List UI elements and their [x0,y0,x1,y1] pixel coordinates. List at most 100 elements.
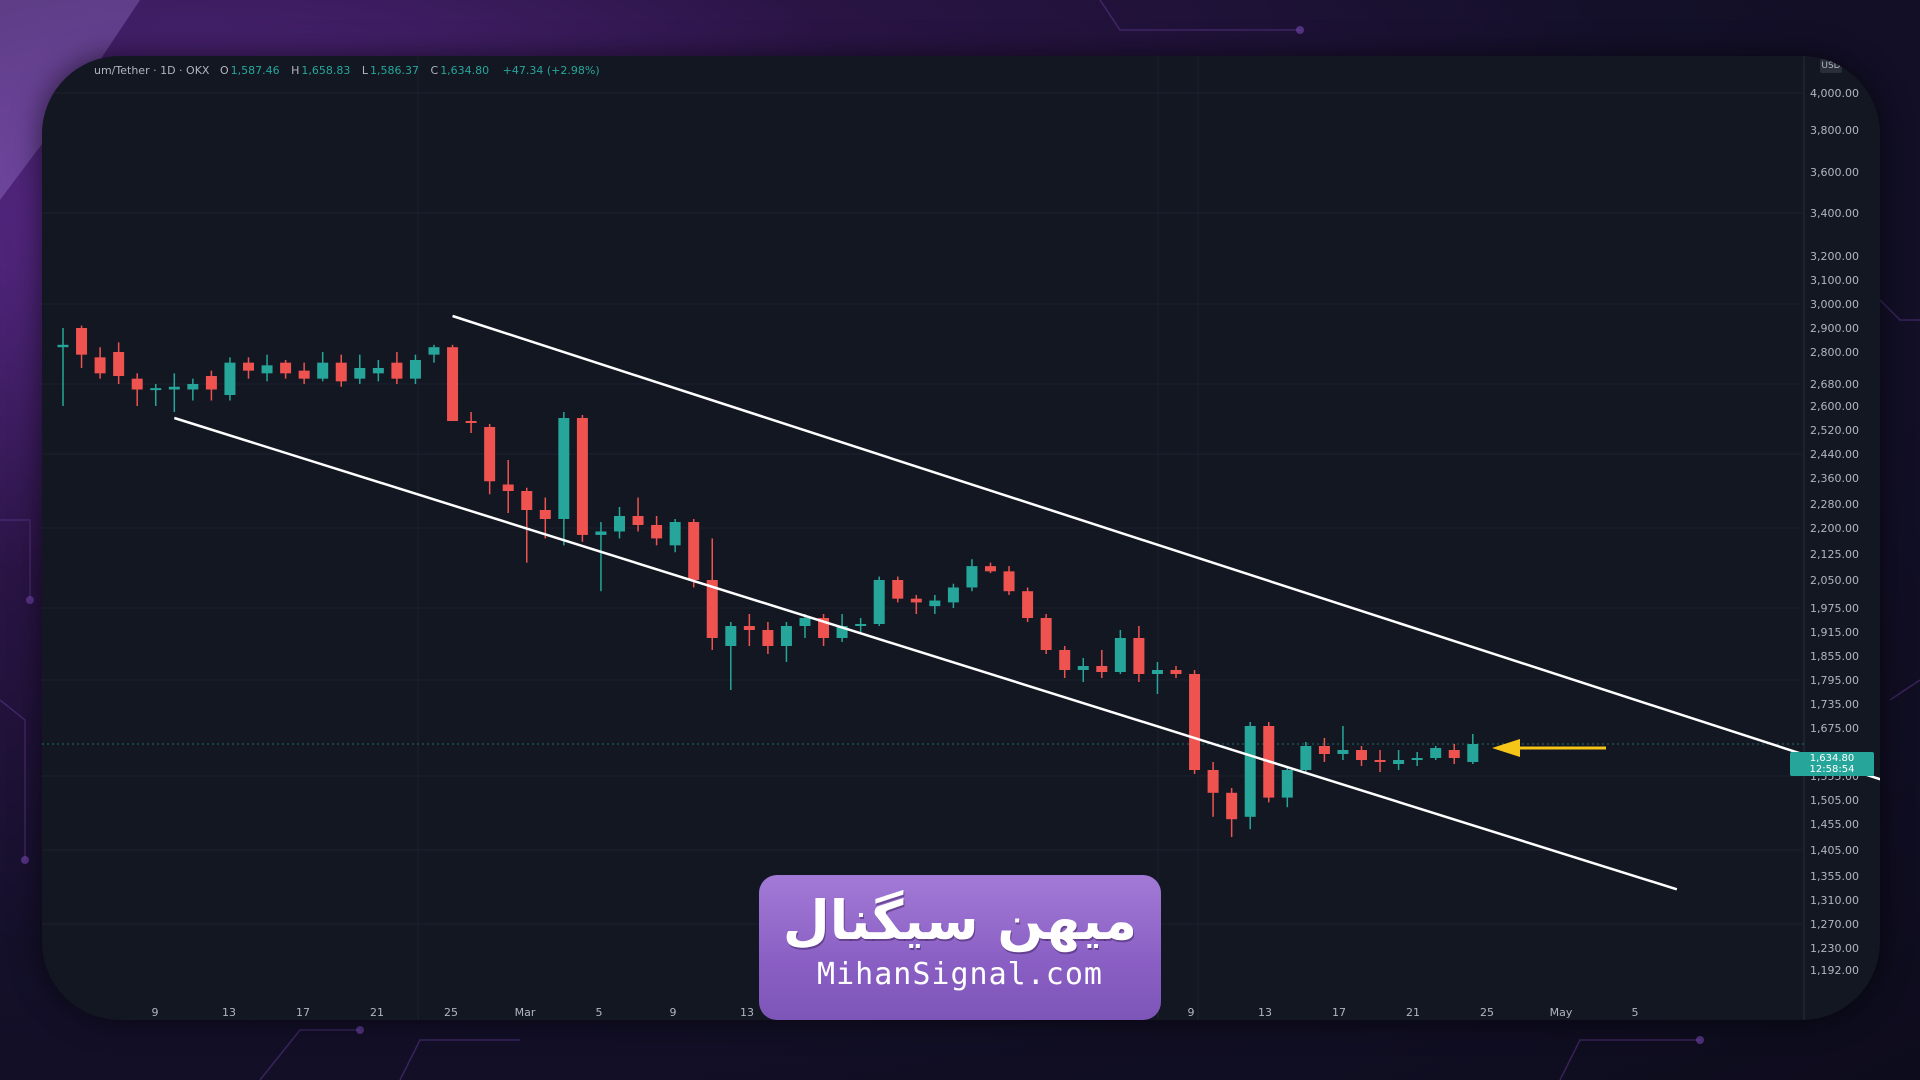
y-tick-label: 2,125.00 [1810,548,1859,561]
candle-up [947,587,959,603]
candle-down [1003,571,1015,592]
x-tick-label: 25 [1480,1006,1494,1019]
candle-down [391,362,403,379]
candle-up [929,600,941,607]
y-tick-label: 2,680.00 [1810,378,1859,391]
candle-down [113,352,125,376]
y-tick-label: 1,795.00 [1810,674,1859,687]
bar-countdown: 12:58:54 [1809,764,1855,775]
x-tick-label: 21 [370,1006,384,1019]
y-tick-label: 2,900.00 [1810,322,1859,335]
candle-up [187,384,199,390]
y-tick-label: 2,280.00 [1810,498,1859,511]
candle-down [743,626,755,630]
candle-up [799,618,811,626]
candle-down [1374,760,1386,762]
logo-latin-text: MihanSignal.com [817,957,1103,992]
y-tick-label: 1,675.00 [1810,722,1859,735]
last-price-tag: 1,634.80 12:58:54 [1790,752,1874,776]
candle-up [1430,748,1442,758]
candle-up [317,362,329,379]
y-tick-label: 3,600.00 [1810,166,1859,179]
y-tick-label: 1,270.00 [1810,918,1859,931]
candle-up [372,368,384,374]
y-tick-label: 3,000.00 [1810,298,1859,311]
change-value: +47.34 (+2.98%) [502,64,600,77]
currency-button[interactable]: USD [1820,59,1842,73]
y-tick-label: 2,800.00 [1810,346,1859,359]
candle-down [706,580,718,638]
trendline-channel-upper [452,314,1880,781]
y-tick-label: 1,310.00 [1810,894,1859,907]
candle-down [576,418,588,535]
y-tick-label: 4,000.00 [1810,87,1859,100]
y-tick-label: 2,050.00 [1810,574,1859,587]
candle-up [855,624,867,626]
x-tick-label: 21 [1406,1006,1420,1019]
candle-up [1300,746,1312,770]
x-tick-label: Mar [515,1006,536,1019]
y-tick-label: 2,200.00 [1810,522,1859,535]
x-tick-label: 5 [1632,1006,1639,1019]
candlestick-chart[interactable]: 4,000.00 3,800.00 3,600.00 3,400.00 3,200.00… [42,56,1880,1020]
y-tick-label: 1,405.00 [1810,844,1859,857]
candle-up [873,580,885,624]
candle-up [1411,758,1423,760]
candle-up [168,386,180,390]
candle-up [836,626,848,638]
candle-down [131,378,143,390]
candle-down [243,362,254,371]
candle-down [465,421,477,423]
candle-up [558,418,570,519]
candle-down [1356,750,1367,760]
candle-up [1467,744,1479,762]
candle-down [521,491,533,510]
candle-down [892,580,904,599]
candle-up [1151,670,1163,674]
candle-up [669,522,681,546]
candle-up [725,626,737,646]
candle-down [205,376,217,390]
candle-down [298,370,310,379]
x-tick-label: 13 [1258,1006,1272,1019]
y-tick-label: 1,192.00 [1810,964,1859,977]
y-tick-label: 1,455.00 [1810,818,1859,831]
y-tick-label: 2,600.00 [1810,400,1859,413]
candle-down [1133,638,1145,674]
candle-up [428,347,440,355]
close-value: 1,634.80 [440,64,490,77]
candle-down [1022,591,1034,618]
y-tick-label: 3,800.00 [1810,124,1859,137]
candle-up [1393,760,1405,764]
x-tick-label: 9 [670,1006,677,1019]
candle-up [1244,726,1256,817]
x-tick-label: 25 [444,1006,458,1019]
high-value: 1,658.83 [301,64,351,77]
y-tick-label: 2,520.00 [1810,424,1859,437]
candle-up [150,388,162,391]
high-label: H [291,64,300,77]
y-tick-label: 3,400.00 [1810,207,1859,220]
candle-down [1189,674,1201,770]
candle-up [224,362,236,395]
y-tick-label: 1,505.00 [1810,794,1859,807]
candle-down [762,630,774,646]
low-label: L [361,64,369,77]
x-tick-label: May [1550,1006,1573,1019]
last-price: 1,634.80 [1809,753,1855,764]
candle-down [335,362,347,382]
candle-up [614,516,625,532]
candle-down [1096,666,1108,672]
candle-down [447,347,459,421]
y-tick-label: 3,200.00 [1810,250,1859,263]
y-tick-label: 1,355.00 [1810,870,1859,883]
x-tick-label: 17 [1332,1006,1346,1019]
x-tick-label: 5 [596,1006,603,1019]
candle-down [651,525,663,539]
chart-panel: 4,000.00 3,800.00 3,600.00 3,400.00 3,200.00… [42,56,1880,1020]
candle-down [484,427,496,482]
low-value: 1,586.37 [370,64,419,77]
candle-down [76,328,88,355]
candle-up [1337,750,1349,754]
candle-down [539,510,551,519]
